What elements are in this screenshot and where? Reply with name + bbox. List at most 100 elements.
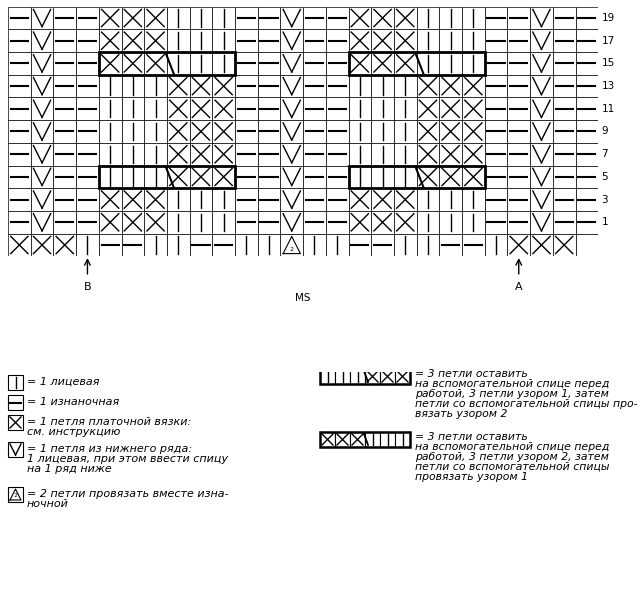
Bar <box>122 188 144 211</box>
Bar <box>212 166 235 188</box>
Bar <box>99 166 235 188</box>
Bar <box>417 233 439 256</box>
Text: ночной: ночной <box>27 499 69 509</box>
Bar <box>380 369 395 384</box>
Bar <box>31 97 53 120</box>
Bar <box>258 188 280 211</box>
Bar <box>417 211 439 233</box>
Text: вязать узором 2: вязать узором 2 <box>415 409 508 419</box>
Bar <box>394 52 417 75</box>
Text: на вспомогательной спице перед: на вспомогательной спице перед <box>415 442 610 452</box>
Bar <box>349 52 485 75</box>
Bar <box>553 7 576 29</box>
Bar <box>53 188 76 211</box>
Bar <box>258 75 280 97</box>
Text: на вспомогательной спице перед: на вспомогательной спице перед <box>415 379 610 389</box>
Bar <box>53 233 76 256</box>
Bar <box>122 97 144 120</box>
Bar <box>576 7 598 29</box>
Bar <box>258 233 280 256</box>
Bar <box>303 7 326 29</box>
Bar <box>76 233 99 256</box>
Text: B: B <box>83 283 91 292</box>
Bar <box>31 166 53 188</box>
Bar <box>190 7 212 29</box>
Text: = 3 петли оставить: = 3 петли оставить <box>415 369 528 379</box>
Bar <box>167 120 190 143</box>
Bar <box>122 52 144 75</box>
Bar <box>144 52 167 75</box>
Bar <box>212 233 235 256</box>
Bar <box>190 29 212 52</box>
Bar <box>31 75 53 97</box>
Bar <box>167 143 190 166</box>
Bar <box>280 211 303 233</box>
Bar <box>258 120 280 143</box>
Bar <box>335 369 350 384</box>
Bar <box>553 188 576 211</box>
Bar <box>122 29 144 52</box>
Bar <box>258 211 280 233</box>
Text: 1: 1 <box>602 217 608 227</box>
Bar <box>326 211 349 233</box>
Bar <box>326 233 349 256</box>
Bar <box>326 188 349 211</box>
Bar <box>76 211 99 233</box>
Bar <box>8 442 23 457</box>
Bar <box>99 143 122 166</box>
Bar <box>508 211 530 233</box>
Bar <box>371 166 394 188</box>
Bar <box>99 188 122 211</box>
Bar <box>144 120 167 143</box>
Bar <box>485 97 508 120</box>
Bar <box>326 75 349 97</box>
Bar <box>508 7 530 29</box>
Bar <box>576 52 598 75</box>
Text: 19: 19 <box>602 13 615 23</box>
Bar <box>394 211 417 233</box>
Bar <box>144 29 167 52</box>
Bar <box>439 29 462 52</box>
Bar <box>167 52 190 75</box>
Bar <box>439 143 462 166</box>
Bar <box>31 120 53 143</box>
Bar <box>235 7 258 29</box>
Bar <box>212 7 235 29</box>
Bar <box>530 120 553 143</box>
Bar <box>190 188 212 211</box>
Bar <box>190 97 212 120</box>
Bar <box>167 29 190 52</box>
Bar <box>235 97 258 120</box>
Bar <box>394 233 417 256</box>
Bar <box>439 166 462 188</box>
Bar <box>530 52 553 75</box>
Bar <box>144 97 167 120</box>
Bar <box>258 52 280 75</box>
Bar <box>371 52 394 75</box>
Bar <box>303 120 326 143</box>
Bar <box>212 75 235 97</box>
Bar <box>76 75 99 97</box>
Bar <box>280 120 303 143</box>
Bar <box>371 97 394 120</box>
Bar <box>553 29 576 52</box>
Bar <box>485 143 508 166</box>
Bar <box>371 233 394 256</box>
Bar <box>462 29 485 52</box>
Bar <box>417 29 439 52</box>
Bar <box>530 97 553 120</box>
Bar <box>439 75 462 97</box>
Bar <box>76 7 99 29</box>
Bar <box>576 75 598 97</box>
Bar <box>508 52 530 75</box>
Bar <box>144 143 167 166</box>
Bar <box>8 29 31 52</box>
Bar <box>462 52 485 75</box>
Bar <box>280 75 303 97</box>
Bar <box>190 233 212 256</box>
Text: 11: 11 <box>602 104 615 114</box>
Bar <box>122 75 144 97</box>
Bar <box>326 7 349 29</box>
Text: 9: 9 <box>602 127 608 136</box>
Bar <box>76 97 99 120</box>
